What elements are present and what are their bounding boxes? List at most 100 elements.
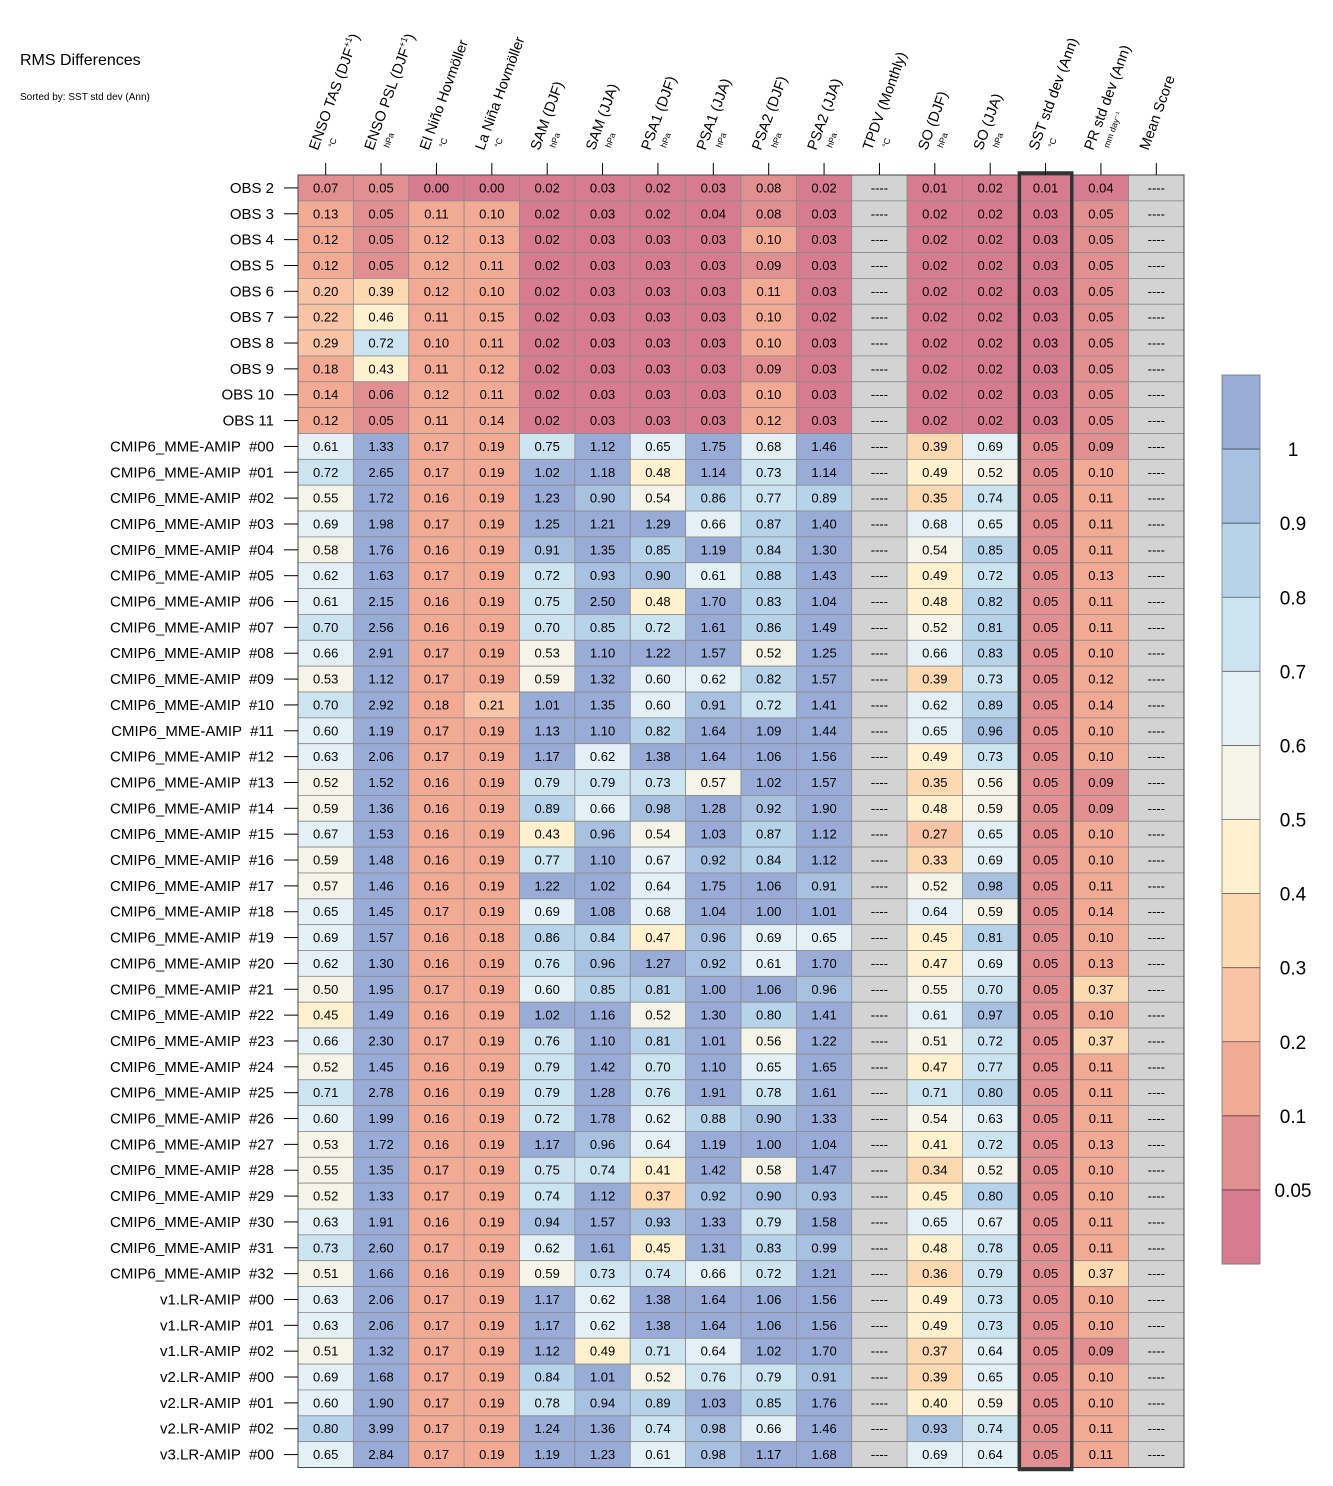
heatmap-cell [463,407,520,434]
cell-value: 0.93 [811,1189,836,1204]
row-label: v2.LR-AMIP #01 [160,1395,274,1412]
heatmap-cell [795,458,853,486]
heatmap-cell [519,769,576,796]
cell-value: 0.70 [978,982,1003,997]
column-label-text: Mean Score [1137,73,1179,152]
heatmap-cell [1128,1131,1185,1158]
heatmap-cell [795,1260,853,1287]
heatmap-cell [629,691,687,719]
cell-value: 0.03 [811,413,836,428]
cell-value: 0.91 [811,1370,836,1385]
heatmap-cell [1128,252,1185,279]
cell-value: 0.11 [1089,620,1113,635]
heatmap-cell [740,433,797,460]
cell-value: 0.10 [1088,827,1113,842]
cell-value: 0.03 [645,284,670,299]
cell-value: 0.62 [535,1240,560,1255]
cell-value: 0.52 [313,1059,338,1074]
row-label: CMIP6_MME-AMIP #02 [110,490,274,507]
cell-value: 1.00 [756,904,781,919]
heatmap-cell [629,433,687,460]
heatmap-cell [685,303,742,331]
cell-value: 2.06 [368,1292,393,1307]
cell-value: 0.60 [535,982,560,997]
heatmap-cell [463,1001,520,1029]
cell-value: ---- [1148,387,1165,402]
heatmap-cell [851,1105,908,1132]
cell-value: 0.05 [1033,1292,1058,1307]
heatmap-cell [906,1208,963,1236]
heatmap-cell [408,1389,465,1417]
cell-value: 0.56 [978,775,1003,790]
cell-value: 0.11 [480,258,504,273]
cell-value: 0.05 [368,232,393,247]
cell-value: 1.10 [590,853,615,868]
heatmap-cell [740,1363,797,1391]
cell-value: 1.06 [756,1292,781,1307]
cell-value: 0.09 [756,258,781,273]
cell-value: 0.05 [1033,1395,1058,1410]
heatmap-cell [408,1415,465,1443]
column-label: SAM (JJA) [583,82,622,153]
row-label: CMIP6_MME-AMIP #27 [110,1136,274,1153]
cell-value: ---- [871,465,888,480]
column-label-text: SAM (DJF) [528,80,568,153]
cell-value: 0.60 [645,697,670,712]
cell-value: 1.42 [590,1059,615,1074]
column-unit: hPa [548,131,563,149]
column-header: El Niño Hovmöller°C [417,38,472,153]
cell-value: 0.03 [1033,361,1058,376]
cell-value: 0.03 [1033,413,1058,428]
heatmap-cell [906,329,963,357]
heatmap-cell [408,1001,465,1029]
cell-value: 1.38 [645,749,670,764]
cell-value: 1.02 [590,878,615,893]
column-header: SO (DJF)hPa [916,89,952,152]
cell-value: 0.03 [701,180,726,195]
cell-value: 1.12 [590,439,615,454]
heatmap-cell [519,1079,576,1107]
heatmap-cell [1017,484,1074,512]
heatmap-cell [408,975,465,1003]
cell-value: 0.92 [701,956,726,971]
heatmap-cell [352,1053,410,1081]
cell-value: 0.19 [479,1163,504,1178]
cell-value: 1.38 [645,1292,670,1307]
cell-value: ---- [1148,1318,1165,1333]
cell-value: 0.19 [479,465,504,480]
heatmap-cell [962,355,1019,383]
cell-value: 0.10 [1088,465,1113,480]
cell-value: 0.54 [645,491,670,506]
cell-value: 0.05 [1033,542,1058,557]
cell-value: 0.13 [1088,1137,1113,1152]
cell-value: 0.70 [313,697,338,712]
cell-value: 0.16 [424,853,449,868]
heatmap-cell [962,950,1019,977]
cell-value: 1.02 [535,1008,560,1023]
cell-value: 0.76 [645,1085,670,1100]
cell-value: 0.92 [701,1189,726,1204]
cell-value: 0.57 [701,775,726,790]
cell-value: 0.66 [313,646,338,661]
cell-value: 0.03 [590,310,615,325]
cell-value: 0.05 [1033,1033,1058,1048]
heatmap-cell [519,924,576,951]
cell-value: 0.03 [811,232,836,247]
cell-value: 0.03 [701,258,726,273]
heatmap-cell [906,717,963,745]
cell-value: 0.69 [313,930,338,945]
cell-value: 0.09 [756,361,781,376]
cell-value: ---- [1148,1059,1165,1074]
cell-value: ---- [1148,491,1165,506]
cell-value: 0.35 [922,491,947,506]
heatmap-cell [685,226,742,253]
cell-value: 0.19 [479,878,504,893]
heatmap-cell [962,536,1019,564]
heatmap-cell [1128,562,1185,590]
heatmap-cell [463,743,520,770]
heatmap-cell [685,743,742,770]
cell-value: 0.62 [701,672,726,687]
heatmap-cell [629,950,687,977]
heatmap-cell [574,510,631,538]
cell-value: 2.50 [590,594,615,609]
